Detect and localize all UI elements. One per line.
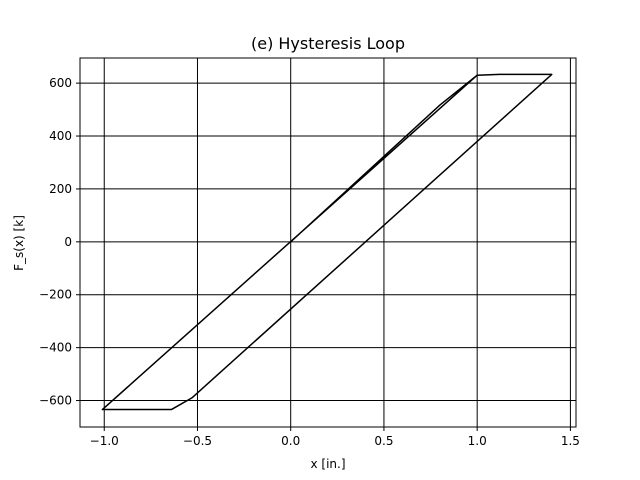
y-tick-label: 600	[49, 76, 72, 90]
series-line	[101, 73, 553, 411]
y-axis-label: F_s(x) [k]	[12, 215, 26, 271]
y-tick-label: 200	[49, 182, 72, 196]
x-axis-label: x [in.]	[310, 457, 345, 471]
y-axis-ticks: −600 −400 −200 0 200 400 600	[39, 76, 80, 408]
x-tick-label: −1.0	[90, 434, 119, 448]
chart-title: (e) Hysteresis Loop	[251, 34, 405, 53]
x-tick-label: 1.0	[468, 434, 487, 448]
x-tick-label: 0.5	[374, 434, 393, 448]
grid	[80, 58, 576, 427]
y-tick-label: 400	[49, 129, 72, 143]
axes-frame	[79, 57, 577, 428]
y-tick-label: −600	[39, 394, 72, 408]
x-axis-ticks: −1.0 −0.5 0.0 0.5 1.0 1.5	[90, 427, 580, 448]
y-tick-label: −200	[39, 288, 72, 302]
y-tick-label: 0	[64, 235, 72, 249]
series-group	[101, 73, 553, 411]
x-tick-label: 0.0	[281, 434, 300, 448]
x-tick-label: −0.5	[183, 434, 212, 448]
x-tick-label: 1.5	[561, 434, 580, 448]
y-tick-label: −400	[39, 341, 72, 355]
